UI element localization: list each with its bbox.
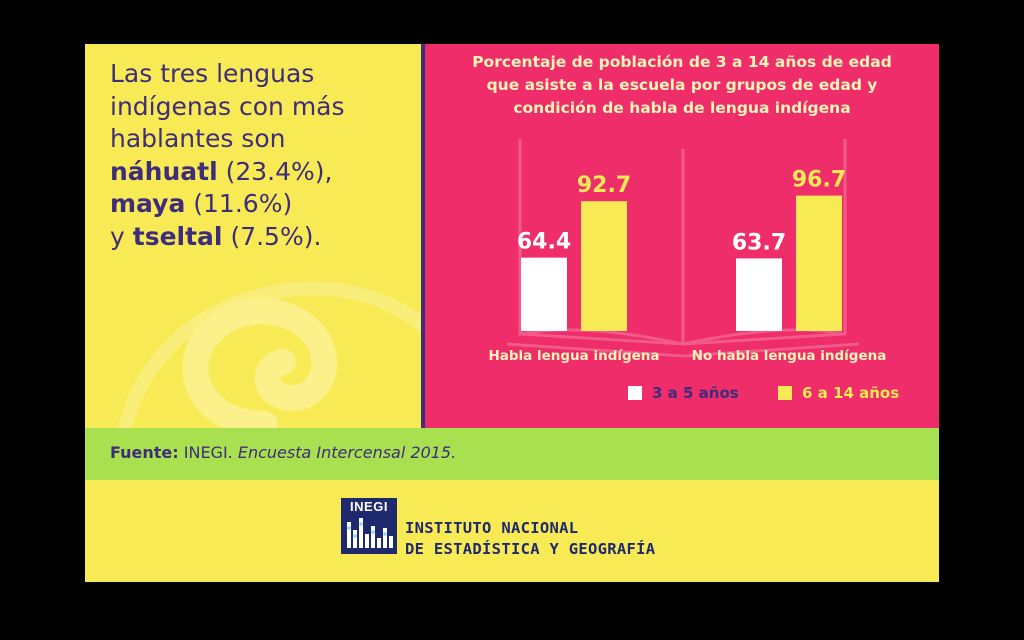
inegi-logo: INEGI	[341, 498, 397, 554]
intro-line-2: indígenas con más	[110, 91, 345, 121]
category-label-habla: Habla lengua indígena	[488, 348, 659, 364]
infographic-card: Las tres lenguas indígenas con más habla…	[85, 44, 939, 582]
language-tseltal-prefix: y	[110, 221, 133, 251]
source-text: Fuente: INEGI. Encuesta Intercensal 2015…	[110, 443, 456, 462]
value-label-6-14-no-habla: 96.7	[792, 168, 846, 193]
chart-panel: Porcentaje de población de 3 a 14 años d…	[425, 44, 939, 428]
language-nahuatl: náhuatl	[110, 156, 218, 186]
legend-item-3-5: 3 a 5 años	[628, 384, 739, 402]
footer-panel: INEGI INSTITUTO NACIONAL DE ESTADÍSTICA …	[85, 480, 939, 582]
source-label: Fuente:	[110, 443, 179, 462]
bar-3-5-habla	[521, 257, 567, 331]
logo-bars-graphic	[347, 518, 393, 548]
source-org: INEGI.	[178, 443, 238, 462]
legend-item-6-14: 6 a 14 años	[778, 384, 899, 402]
source-bar: Fuente: INEGI. Encuesta Intercensal 2015…	[85, 428, 939, 480]
source-publication: Encuesta Intercensal 2015.	[237, 443, 457, 462]
language-tseltal-pct: (7.5%).	[222, 221, 322, 251]
bar-6-14-habla	[581, 201, 627, 331]
intro-line-3: hablantes son	[110, 124, 286, 154]
bar-chart: 64.4 92.7 Habla lengua indígena 63.7 96.7 No …	[488, 139, 886, 364]
language-maya: maya	[110, 189, 186, 219]
bar-6-14-no-habla	[796, 195, 842, 331]
category-label-no-habla: No habla lengua indígena	[692, 348, 887, 364]
legend-label-6-14: 6 a 14 años	[802, 384, 900, 402]
bar-3-5-no-habla	[736, 258, 782, 331]
legend-swatch-white	[628, 386, 642, 400]
bars-layer: 64.4 92.7 Habla lengua indígena 63.7 96.7 No …	[488, 168, 886, 364]
chart-title-line-2: que asiste a la escuela por grupos de ed…	[486, 76, 878, 94]
language-maya-pct: (11.6%)	[185, 189, 293, 219]
panel-divider	[421, 44, 425, 428]
inegi-logo-wordmark: INEGI	[350, 499, 388, 514]
value-label-3-5-habla: 64.4	[517, 230, 571, 255]
legend-label-3-5: 3 a 5 años	[652, 384, 739, 402]
value-label-3-5-no-habla: 63.7	[732, 230, 786, 255]
chart-legend: 3 a 5 años 6 a 14 años	[425, 384, 939, 404]
institute-name: INSTITUTO NACIONAL DE ESTADÍSTICA Y GEOG…	[405, 518, 655, 560]
chart-title-line-1: Porcentaje de población de 3 a 14 años d…	[472, 53, 892, 71]
institute-name-line-2: DE ESTADÍSTICA Y GEOGRAFÍA	[405, 540, 656, 558]
language-nahuatl-pct: (23.4%),	[217, 156, 333, 186]
swirl-decoration	[118, 281, 421, 428]
book-background	[506, 139, 860, 358]
language-tseltal: tseltal	[132, 221, 223, 251]
intro-line-1: Las tres lenguas	[110, 59, 315, 88]
chart-title: Porcentaje de población de 3 a 14 años d…	[425, 51, 939, 120]
value-label-6-14-habla: 92.7	[577, 173, 631, 198]
intro-text: Las tres lenguas indígenas con más habla…	[110, 58, 410, 254]
institute-name-line-1: INSTITUTO NACIONAL	[405, 519, 579, 537]
chart-title-line-3: condición de habla de lengua indígena	[513, 99, 851, 117]
intro-panel: Las tres lenguas indígenas con más habla…	[85, 44, 421, 428]
legend-swatch-yellow	[778, 386, 792, 400]
